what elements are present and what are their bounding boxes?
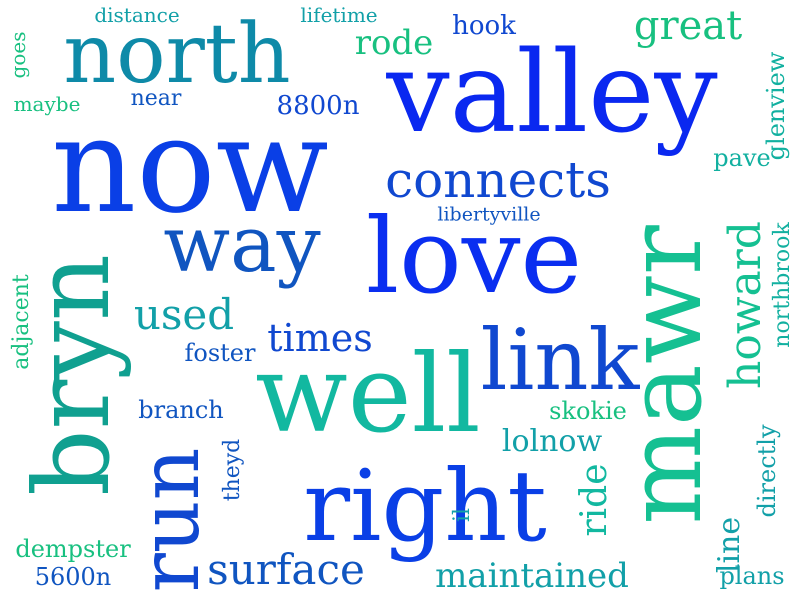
word-connects: connects [385,151,611,209]
word-maintained: maintained [435,556,629,596]
word-pave: pave [713,144,771,172]
word-near: near [130,86,182,111]
word-north: north [63,7,291,102]
word-link: link [480,311,640,409]
word-northbrook: northbrook [770,222,795,348]
word-il: il [450,507,475,523]
word-branch: branch [138,396,224,424]
word-howard: howard [720,221,771,389]
word-dempster: dempster [15,535,131,563]
word-great: great [633,3,743,49]
word-valley: valley [386,28,718,158]
word-well: well [255,332,481,457]
word-run: run [123,447,218,593]
word-plans: plans [719,562,785,590]
word-way: way [163,200,321,290]
word-now: now [51,89,329,243]
word-maybe: maybe [13,92,81,116]
word-theyd: theyd [220,438,245,502]
word-5600n: 5600n [34,563,112,591]
word-right: right [303,450,547,564]
word-surface: surface [207,545,365,594]
word-hook: hook [452,11,516,41]
word-foster: foster [184,339,256,367]
word-rode: rode [354,23,434,63]
word-adjacent: adjacent [9,274,34,370]
word-goes: goes [6,31,30,79]
word-distance: distance [94,3,180,27]
word-skokie: skokie [549,397,627,425]
word-8800n: 8800n [276,91,360,121]
word-directly: directly [753,424,781,518]
word-ride: ride [574,463,615,537]
word-love: love [365,195,583,317]
word-lolnow: lolnow [501,424,603,459]
word-bryn: bryn [11,253,133,497]
word-libertyville: libertyville [437,203,541,226]
word-times: times [267,316,373,360]
word-used: used [133,290,235,339]
word-lifetime: lifetime [300,3,378,27]
